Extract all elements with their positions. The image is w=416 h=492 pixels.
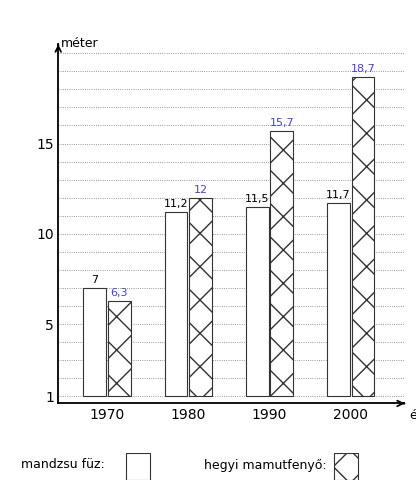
- Bar: [327, 203, 350, 396]
- Text: 7: 7: [91, 275, 98, 285]
- Text: 12: 12: [193, 185, 208, 195]
- Text: 11,7: 11,7: [326, 190, 351, 200]
- Bar: [84, 288, 106, 396]
- Text: mandzsu füz:: mandzsu füz:: [21, 459, 104, 471]
- Text: év: év: [409, 409, 416, 422]
- Bar: [165, 212, 188, 396]
- Text: 15,7: 15,7: [269, 118, 294, 128]
- Bar: [352, 77, 374, 396]
- Text: 6,3: 6,3: [110, 288, 128, 298]
- Text: 11,5: 11,5: [245, 194, 270, 204]
- Bar: [126, 453, 151, 480]
- Text: hegyi mamutfenyő:: hegyi mamutfenyő:: [204, 459, 327, 471]
- Bar: [189, 198, 212, 396]
- Bar: [270, 131, 293, 396]
- Bar: [108, 301, 131, 396]
- Text: 11,2: 11,2: [164, 199, 188, 210]
- Text: méter: méter: [61, 37, 98, 50]
- Text: 18,7: 18,7: [351, 64, 375, 74]
- Bar: [246, 207, 269, 396]
- Bar: [334, 453, 359, 480]
